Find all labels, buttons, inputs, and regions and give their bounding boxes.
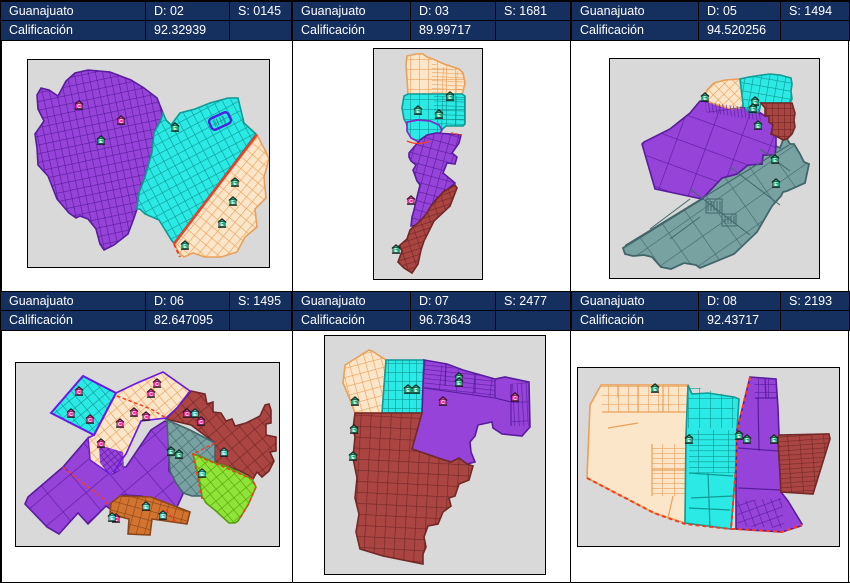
- svg-text:E: E: [220, 222, 224, 228]
- svg-text:E: E: [193, 412, 197, 418]
- svg-text:E: E: [745, 438, 749, 444]
- svg-text:C: C: [144, 415, 148, 421]
- svg-text:C: C: [199, 420, 203, 426]
- svg-text:C: C: [114, 517, 118, 523]
- svg-text:E: E: [773, 158, 777, 164]
- svg-text:E: E: [222, 451, 226, 457]
- svg-text:E: E: [703, 96, 707, 102]
- svg-text:C: C: [119, 119, 123, 125]
- svg-text:E: E: [173, 126, 177, 132]
- svg-text:C: C: [149, 392, 153, 398]
- svg-text:E: E: [737, 434, 741, 440]
- svg-text:C: C: [155, 382, 159, 388]
- svg-text:E: E: [177, 453, 181, 459]
- svg-text:E: E: [394, 248, 398, 254]
- svg-text:E: E: [110, 516, 114, 522]
- svg-text:E: E: [753, 100, 757, 106]
- svg-text:C: C: [441, 400, 445, 406]
- svg-text:E: E: [772, 438, 776, 444]
- svg-text:C: C: [99, 442, 103, 448]
- svg-text:E: E: [687, 438, 691, 444]
- svg-text:C: C: [132, 411, 136, 417]
- svg-text:E: E: [231, 200, 235, 206]
- svg-text:C: C: [77, 390, 81, 396]
- svg-text:E: E: [144, 505, 148, 511]
- svg-text:E: E: [406, 388, 410, 394]
- svg-text:E: E: [751, 107, 755, 113]
- svg-text:C: C: [185, 412, 189, 418]
- svg-text:E: E: [352, 428, 356, 434]
- svg-text:E: E: [774, 182, 778, 188]
- svg-text:E: E: [183, 244, 187, 250]
- svg-text:E: E: [653, 387, 657, 393]
- svg-text:E: E: [161, 514, 165, 520]
- svg-text:E: E: [437, 113, 441, 119]
- svg-text:C: C: [88, 418, 92, 424]
- svg-text:E: E: [756, 124, 760, 130]
- svg-text:E: E: [414, 388, 418, 394]
- svg-text:C: C: [69, 412, 73, 418]
- svg-text:E: E: [353, 400, 357, 406]
- svg-text:C: C: [77, 104, 81, 110]
- svg-text:E: E: [448, 95, 452, 101]
- svg-text:C: C: [118, 422, 122, 428]
- svg-text:E: E: [99, 139, 103, 145]
- svg-text:E: E: [233, 181, 237, 187]
- svg-text:E: E: [457, 381, 461, 387]
- svg-text:E: E: [200, 472, 204, 478]
- svg-text:E: E: [416, 109, 420, 115]
- svg-text:E: E: [351, 455, 355, 461]
- svg-text:E: E: [169, 450, 173, 456]
- svg-text:C: C: [513, 396, 517, 402]
- svg-text:C: C: [409, 199, 413, 205]
